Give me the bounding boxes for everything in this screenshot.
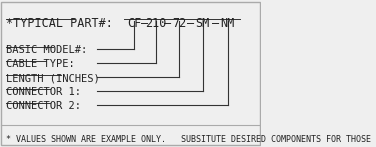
Text: –: – xyxy=(212,17,219,30)
Text: –: – xyxy=(188,17,195,30)
Text: * VALUES SHOWN ARE EXAMPLE ONLY.   SUBSITUTE DESIRED COMPONENTS FOR THOSE SHOWN.: * VALUES SHOWN ARE EXAMPLE ONLY. SUBSITU… xyxy=(6,135,376,144)
Text: –: – xyxy=(164,17,171,30)
Text: CF: CF xyxy=(127,17,141,30)
Text: 72: 72 xyxy=(172,17,186,30)
Text: LENGTH (INCHES): LENGTH (INCHES) xyxy=(6,73,99,83)
Text: CABLE TYPE:: CABLE TYPE: xyxy=(6,59,74,69)
Text: NM: NM xyxy=(221,17,235,30)
Text: CONNECTOR 2:: CONNECTOR 2: xyxy=(6,101,80,111)
Text: *TYPICAL PART#:: *TYPICAL PART#: xyxy=(6,17,112,30)
Text: CONNECTOR 1:: CONNECTOR 1: xyxy=(6,87,80,97)
Text: 210: 210 xyxy=(145,17,166,30)
Text: SM: SM xyxy=(196,17,210,30)
Text: –: – xyxy=(141,17,149,30)
Text: BASIC MODEL#:: BASIC MODEL#: xyxy=(6,45,87,55)
